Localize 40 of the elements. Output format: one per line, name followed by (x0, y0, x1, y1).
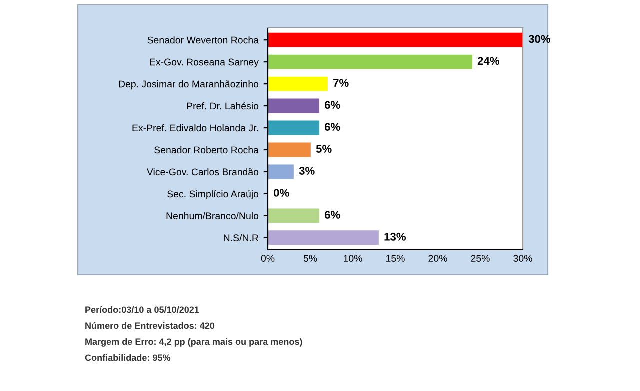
bar (268, 32, 523, 48)
bar (268, 208, 320, 224)
text: Período:03/10 a 05/10/2021 (86, 306, 200, 314)
x-tick-label: 5% (304, 255, 318, 262)
data-label: 6% (324, 101, 340, 110)
x-tick-label: 15% (386, 255, 405, 262)
data-label: 24% (478, 57, 500, 66)
data-label: 6% (324, 123, 340, 131)
bar (268, 230, 379, 246)
x-tick-label: 20% (428, 255, 448, 262)
y-tick-label: Senador Roberto Rocha (154, 146, 259, 154)
text: Margem de Erro: 4,2 pp (para mais ou para menos) (86, 338, 302, 347)
y-tick-label: Nenhum/Branco/Nulo (166, 212, 259, 220)
data-label: 3% (299, 167, 315, 175)
y-tick-label: N.S/N.R (224, 234, 259, 242)
bar (268, 142, 311, 158)
data-label: 0% (274, 189, 290, 197)
text: Confiabilidade: 95% (85, 354, 171, 362)
y-tick-label: Ex-Gov. Roseana Sarney (150, 58, 259, 68)
x-tick-label: 25% (471, 255, 490, 262)
y-tick-label: Sec. Simplício Araújo (168, 190, 259, 200)
bar (268, 164, 294, 180)
bar (268, 120, 320, 136)
x-tick-label: 30% (514, 255, 532, 262)
data-label: 13% (384, 233, 406, 241)
data-label: 7% (334, 79, 349, 88)
bar (268, 54, 472, 70)
bar (268, 98, 320, 114)
y-tick-label: Dep. Josimar do Maranhãozinho (119, 80, 259, 90)
y-tick-label: Ex-Pref. Edivaldo Holanda Jr. (132, 124, 258, 132)
y-tick-label: Vice-Gov. Carlos Brandão (146, 168, 259, 176)
y-tick-label: Senador Weverton Rocha (148, 36, 259, 44)
bar (268, 76, 328, 92)
data-label: 5% (316, 145, 332, 153)
text: Número de Entrevistados: 420 (86, 322, 215, 330)
data-label: 30% (528, 35, 550, 44)
y-tick-label: Pref. Dr. Lahésio (187, 102, 259, 110)
x-tick-label: 0% (261, 255, 275, 262)
data-label: 6% (324, 211, 340, 219)
x-tick-label: 10% (344, 255, 362, 262)
